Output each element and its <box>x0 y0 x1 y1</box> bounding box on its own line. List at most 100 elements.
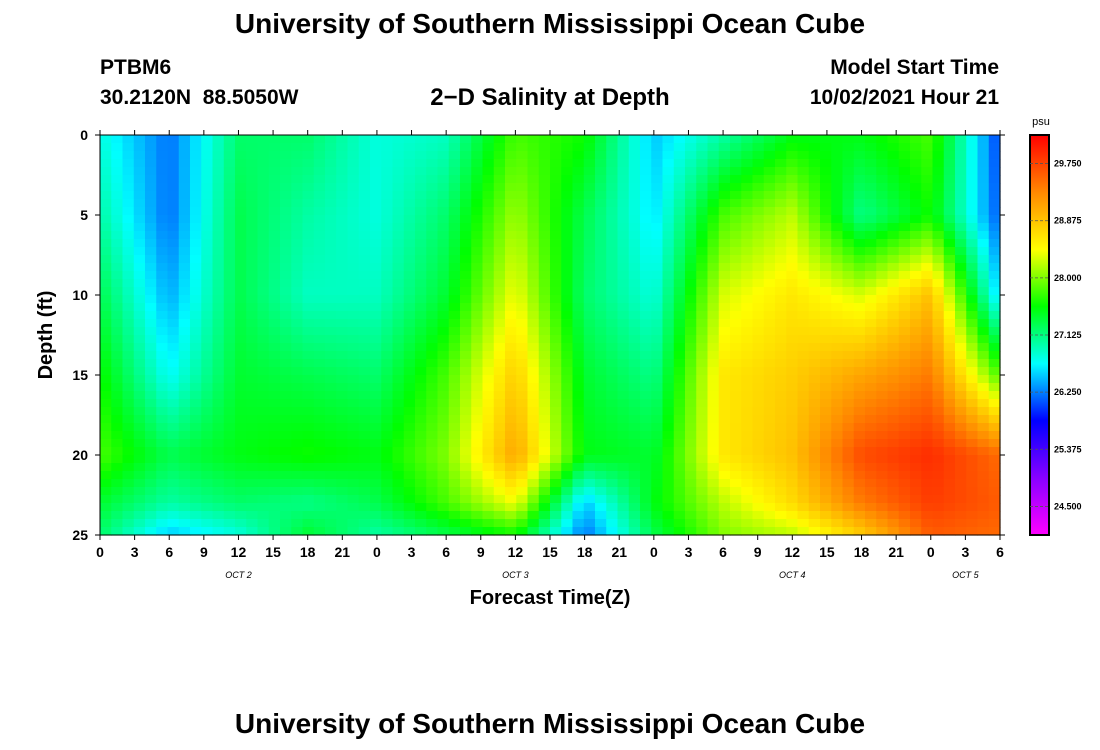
heatmap-cell <box>122 391 135 400</box>
heatmap-cell <box>718 175 731 184</box>
heatmap-cell <box>167 175 180 184</box>
heatmap-cell <box>527 263 540 272</box>
heatmap-cell <box>358 407 371 416</box>
heatmap-cell <box>280 135 292 144</box>
heatmap-cell <box>763 303 776 312</box>
heatmap-cell <box>527 199 540 208</box>
heatmap-cell <box>752 287 765 296</box>
heatmap-cell <box>820 335 832 344</box>
heatmap-cell <box>583 167 596 176</box>
heatmap-cell <box>415 143 427 152</box>
heatmap-cell <box>741 399 754 408</box>
heatmap-cell <box>358 391 371 400</box>
heatmap-cell <box>347 399 360 408</box>
heatmap-cell <box>212 447 225 456</box>
heatmap-cell <box>100 439 112 448</box>
heatmap-cell <box>673 207 686 216</box>
heatmap-cell <box>943 231 956 240</box>
heatmap-cell <box>122 279 135 288</box>
heatmap-cell <box>707 463 720 472</box>
heatmap-cell <box>280 167 292 176</box>
heatmap-cell <box>100 383 112 392</box>
heatmap-cell <box>538 319 551 328</box>
heatmap-cell <box>685 479 697 488</box>
heatmap-cell <box>122 471 135 480</box>
heatmap-cell <box>977 215 990 224</box>
heatmap-cell <box>302 367 315 376</box>
heatmap-cell <box>370 247 382 256</box>
heatmap-cell <box>482 503 495 512</box>
heatmap-cell <box>842 527 855 536</box>
heatmap-cell <box>617 399 630 408</box>
heatmap-cell <box>595 375 607 384</box>
heatmap-cell <box>336 359 349 368</box>
heatmap-cell <box>718 183 731 192</box>
heatmap-cell <box>302 351 315 360</box>
heatmap-cell <box>100 279 112 288</box>
heatmap-cell <box>527 423 540 432</box>
heatmap-cell <box>550 151 562 160</box>
heatmap-cell <box>718 295 731 304</box>
heatmap-cell <box>426 351 439 360</box>
heatmap-cell <box>257 175 270 184</box>
heatmap-cell <box>381 135 394 144</box>
heatmap-cell <box>133 391 146 400</box>
heatmap-cell <box>505 335 517 344</box>
heatmap-cell <box>212 207 225 216</box>
heatmap-cell <box>831 239 844 248</box>
heatmap-cell <box>437 263 450 272</box>
heatmap-cell <box>932 343 945 352</box>
heatmap-cell <box>257 279 270 288</box>
heatmap-cell <box>437 343 450 352</box>
heatmap-cell <box>235 151 247 160</box>
heatmap-cell <box>943 287 956 296</box>
heatmap-cell <box>898 415 911 424</box>
heatmap-cell <box>156 367 169 376</box>
heatmap-cell <box>685 215 697 224</box>
heatmap-cell <box>977 159 990 168</box>
heatmap-cell <box>347 391 360 400</box>
heatmap-cell <box>313 263 326 272</box>
heatmap-cell <box>201 199 214 208</box>
heatmap-cell <box>955 487 967 496</box>
heatmap-cell <box>122 503 135 512</box>
heatmap-cell <box>268 471 281 480</box>
heatmap-cell <box>111 479 124 488</box>
heatmap-cell <box>831 279 844 288</box>
heatmap-cell <box>437 439 450 448</box>
heatmap-cell <box>595 519 607 528</box>
heatmap-cell <box>527 399 540 408</box>
heatmap-cell <box>493 399 506 408</box>
heatmap-cell <box>853 263 866 272</box>
heatmap-cell <box>876 135 889 144</box>
heatmap-cell <box>235 335 247 344</box>
heatmap-cell <box>741 327 754 336</box>
heatmap-cell <box>392 335 405 344</box>
heatmap-cell <box>122 271 135 280</box>
heatmap-cell <box>392 527 405 536</box>
heatmap-cell <box>988 455 1001 464</box>
heatmap-cell <box>145 527 157 536</box>
heatmap-cell <box>662 263 675 272</box>
heatmap-cell <box>966 239 979 248</box>
heatmap-cell <box>595 167 607 176</box>
heatmap-cell <box>718 263 731 272</box>
heatmap-cell <box>415 383 427 392</box>
heatmap-cell <box>955 383 967 392</box>
heatmap-cell <box>100 135 112 144</box>
heatmap-cell <box>381 143 394 152</box>
heatmap-cell <box>966 143 979 152</box>
heatmap-cell <box>561 399 574 408</box>
heatmap-cell <box>156 375 169 384</box>
heatmap-cell <box>966 503 979 512</box>
heatmap-cell <box>707 279 720 288</box>
heatmap-cell <box>898 455 911 464</box>
heatmap-cell <box>673 415 686 424</box>
heatmap-cell <box>640 239 652 248</box>
heatmap-cell <box>527 271 540 280</box>
heatmap-cell <box>628 407 641 416</box>
heatmap-cell <box>325 175 337 184</box>
heatmap-cell <box>628 151 641 160</box>
heatmap-cell <box>831 359 844 368</box>
heatmap-cell <box>291 199 304 208</box>
